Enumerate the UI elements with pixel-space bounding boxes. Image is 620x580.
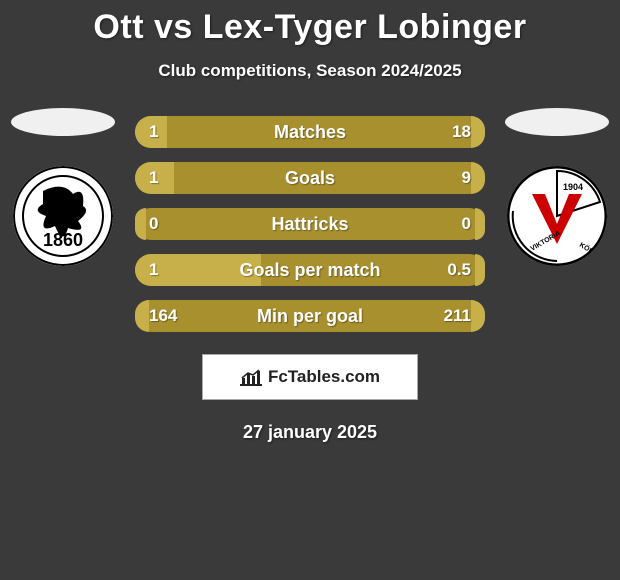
stat-bar: 1Goals per match0.5 <box>135 254 485 286</box>
team-right-column: 1904 VIKTORIA KÖLN <box>502 108 612 266</box>
stat-value-right: 211 <box>444 306 471 326</box>
stat-bars: 1Matches18 1Goals9 0Hattricks0 1Goals per m… <box>135 116 485 332</box>
stat-value-right: 0 <box>462 214 471 234</box>
comparison-panel: 1860 1904 VIKTORIA KÖLN 1Matches18 1Goals… <box>0 116 620 332</box>
stat-bar: 0Hattricks0 <box>135 208 485 240</box>
brand-box: FcTables.com <box>202 354 418 400</box>
team-left-column: 1860 <box>8 108 118 266</box>
bar-chart-icon <box>240 368 262 386</box>
stat-label: Matches <box>135 122 485 143</box>
crest-left-svg: 1860 <box>13 166 113 266</box>
stat-value-right: 18 <box>452 122 471 142</box>
svg-text:1860: 1860 <box>43 230 83 250</box>
crest-right: 1904 VIKTORIA KÖLN <box>507 166 607 266</box>
brand-text: FcTables.com <box>268 367 380 387</box>
stat-value-right: 9 <box>462 168 471 188</box>
stat-bar: 1Matches18 <box>135 116 485 148</box>
stat-bar: 1Goals9 <box>135 162 485 194</box>
date-text: 27 january 2025 <box>0 422 620 443</box>
stat-value-right: 0.5 <box>447 260 471 280</box>
crest-right-svg: 1904 VIKTORIA KÖLN <box>507 166 607 266</box>
crest-left: 1860 <box>13 166 113 266</box>
stat-label: Goals per match <box>135 260 485 281</box>
stat-label: Hattricks <box>135 214 485 235</box>
page-title: Ott vs Lex-Tyger Lobinger <box>0 0 620 47</box>
flag-placeholder-right <box>505 108 609 136</box>
flag-placeholder-left <box>11 108 115 136</box>
stat-bar: 164Min per goal211 <box>135 300 485 332</box>
svg-text:1904: 1904 <box>563 182 583 192</box>
subtitle: Club competitions, Season 2024/2025 <box>0 61 620 81</box>
stat-label: Min per goal <box>135 306 485 327</box>
stat-label: Goals <box>135 168 485 189</box>
